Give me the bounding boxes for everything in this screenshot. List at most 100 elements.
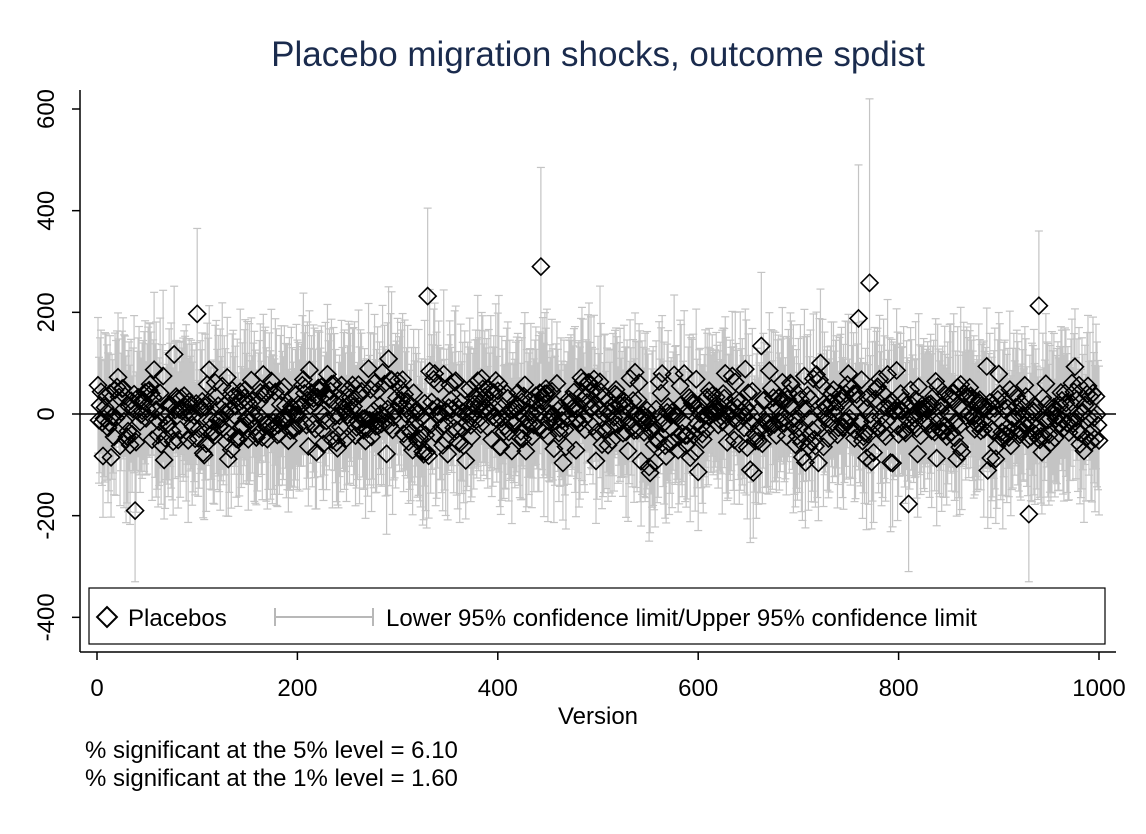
placebo-point — [770, 405, 790, 425]
placebo-point — [736, 397, 756, 418]
placebo-point — [126, 432, 146, 452]
placebo-point — [418, 286, 438, 306]
placebo-point — [628, 390, 648, 410]
placebo-point — [625, 362, 645, 382]
placebo-point — [190, 397, 210, 417]
placebo-point — [978, 460, 998, 481]
placebo-point — [220, 399, 240, 420]
placebo-point — [426, 424, 446, 444]
legend-box — [88, 587, 1106, 645]
y-tick-label: 600 — [33, 89, 60, 129]
placebo-point — [723, 408, 743, 429]
placebo-point — [334, 400, 355, 420]
placebo-point — [327, 438, 348, 458]
placebo-point — [986, 449, 1006, 469]
placebo-point — [187, 304, 207, 324]
placebo-point — [604, 407, 624, 427]
placebo-point — [831, 391, 852, 411]
placebo-point — [790, 389, 811, 409]
placebo-point — [783, 409, 804, 429]
placebo-point — [304, 393, 325, 413]
x-tick-label: 0 — [90, 675, 103, 702]
placebo-point — [909, 377, 929, 397]
placebo-point — [894, 421, 915, 441]
placebo-point — [735, 359, 755, 379]
placebo-point — [456, 450, 476, 471]
placebo-point — [450, 433, 470, 454]
placebo-point — [674, 363, 694, 384]
placebo-point — [511, 421, 531, 442]
placebo-point — [598, 435, 618, 455]
placebo-point — [942, 422, 962, 442]
placebo-point — [970, 390, 990, 410]
placebo-point — [184, 406, 204, 426]
placebo-point — [1036, 374, 1056, 394]
placebo-point — [989, 364, 1009, 384]
placebo-point — [120, 435, 140, 455]
placebo-point — [1081, 432, 1101, 452]
placebo-point — [813, 437, 834, 457]
placebo-point — [843, 384, 864, 404]
placebo-point — [715, 363, 735, 384]
placebo-point — [566, 440, 586, 460]
placebo-point — [212, 376, 232, 396]
placebo-point — [1001, 436, 1021, 456]
placebo-point — [583, 416, 603, 436]
placebo-point — [677, 425, 697, 446]
placebo-point — [670, 376, 690, 396]
placebo-point — [977, 356, 997, 377]
placebo-point — [803, 369, 824, 389]
placebo-point — [351, 381, 372, 401]
placebo-point — [1061, 393, 1081, 413]
placebo-point — [271, 381, 291, 401]
placebo-point — [556, 437, 576, 457]
placebo-point — [154, 450, 174, 470]
placebo-point — [515, 375, 535, 395]
placebo-point — [125, 500, 145, 521]
placebo-point — [104, 427, 124, 447]
x-tick-label: 600 — [678, 675, 718, 702]
placebo-point — [618, 441, 638, 461]
placebo-point — [952, 442, 972, 462]
placebo-point — [502, 441, 522, 461]
y-tick-label: -200 — [33, 492, 60, 540]
placebo-point — [285, 405, 306, 425]
placebo-point — [451, 392, 471, 412]
placebo-point — [1087, 404, 1107, 425]
placebo-point — [350, 384, 371, 404]
placebo-point — [686, 369, 706, 389]
placebo-point — [553, 453, 573, 473]
placebo-point — [282, 398, 303, 418]
placebo-point — [979, 401, 999, 421]
legend: Placebos Lower 95% confidence limit/Uppe… — [88, 587, 1106, 645]
placebo-point — [908, 444, 928, 464]
placebo-point — [261, 371, 281, 391]
placebo-point — [298, 436, 319, 457]
placebo-point — [637, 400, 657, 420]
placebo-point — [544, 439, 564, 459]
placebo-point — [425, 363, 445, 384]
placebo-point — [871, 415, 892, 436]
placebo-point — [748, 431, 768, 451]
placebo-point — [580, 398, 600, 419]
y-tick-label: 200 — [33, 292, 60, 332]
placebo-point — [512, 392, 532, 412]
legend-label-ci: Lower 95% confidence limit/Upper 95% con… — [386, 605, 977, 632]
placebo-point — [807, 417, 828, 438]
placebo-point — [189, 419, 209, 439]
placebo-point — [804, 429, 825, 449]
note-5pct: % significant at the 5% level = 6.10 — [85, 737, 458, 764]
placebo-markers — [88, 256, 1109, 524]
placebo-point — [355, 431, 376, 451]
placebo-point — [399, 420, 420, 440]
placebo-point — [1045, 428, 1065, 448]
placebo-point — [681, 390, 701, 410]
placebo-point — [466, 387, 486, 407]
placebo-point — [656, 446, 676, 467]
placebo-point — [491, 437, 511, 457]
placebo-point — [323, 374, 344, 394]
placebo-point — [259, 380, 279, 400]
placebo-point — [1078, 376, 1098, 396]
placebo-point — [802, 420, 823, 440]
x-tick-label: 400 — [478, 675, 518, 702]
